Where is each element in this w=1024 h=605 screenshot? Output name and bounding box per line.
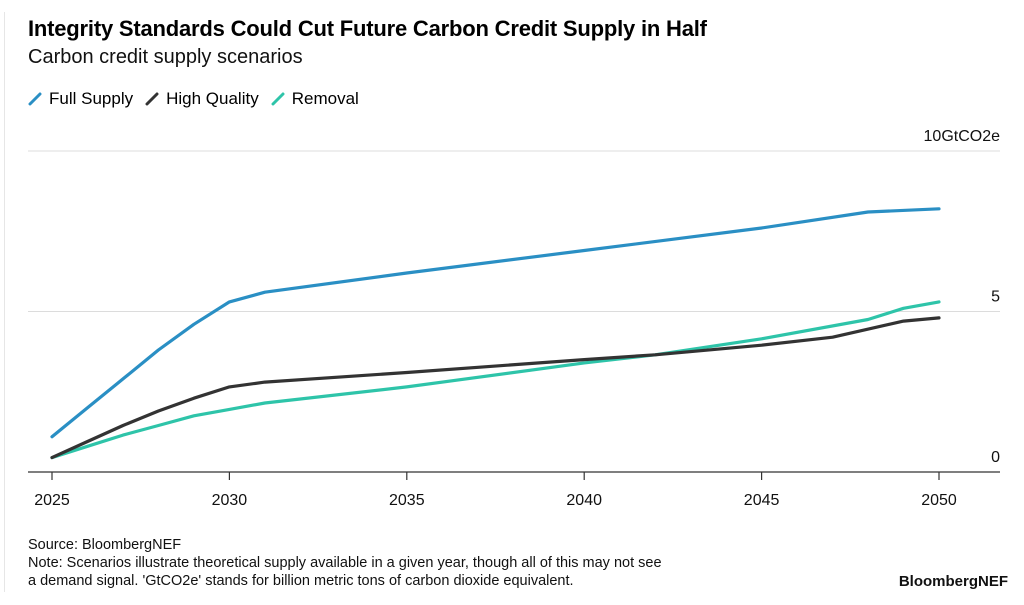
chart-title: Integrity Standards Could Cut Future Car… [28,16,707,41]
note-text-line-1: Note: Scenarios illustrate theoretical s… [28,555,662,571]
note-text-line-2: a demand signal. 'GtCO2e' stands for bil… [28,573,574,589]
x-tick-label-2025: 2025 [34,492,70,509]
x-tick-label-2040: 2040 [566,492,602,509]
legend: Full Supply High Quality Removal [28,89,371,109]
series-line-removal [50,300,941,460]
footer-notes: Source: BloombergNEF Note: Scenarios ill… [28,536,662,590]
y-tick-label-0: 0 [991,449,1000,466]
source-text: Source: BloombergNEF [28,537,182,553]
legend-label-full-supply: Full Supply [49,89,134,108]
legend-swatch-high-quality [145,92,159,106]
y-tick-label-10: 10GtCO2e [924,128,1001,145]
legend-label-removal: Removal [291,89,359,108]
series-line-high-quality [50,316,941,460]
y-tick-label-5: 5 [991,289,1000,306]
legend-swatch-full-supply [28,92,42,106]
legend-label-high-quality: High Quality [166,89,259,108]
frame-border [4,12,5,592]
x-tick-label-2035: 2035 [389,492,425,509]
brand-logo: BloombergNEF [898,573,1008,590]
x-tick-label-2030: 2030 [212,492,248,509]
legend-swatch-removal [271,92,285,106]
x-tick-label-2050: 2050 [921,492,957,509]
legend-item-removal: Removal [271,89,359,109]
x-tick-label-2045: 2045 [744,492,780,509]
chart-subtitle: Carbon credit supply scenarios [28,46,303,68]
legend-item-full-supply: Full Supply [28,89,133,109]
series-line-full-supply [50,207,941,439]
legend-item-high-quality: High Quality [145,89,259,109]
